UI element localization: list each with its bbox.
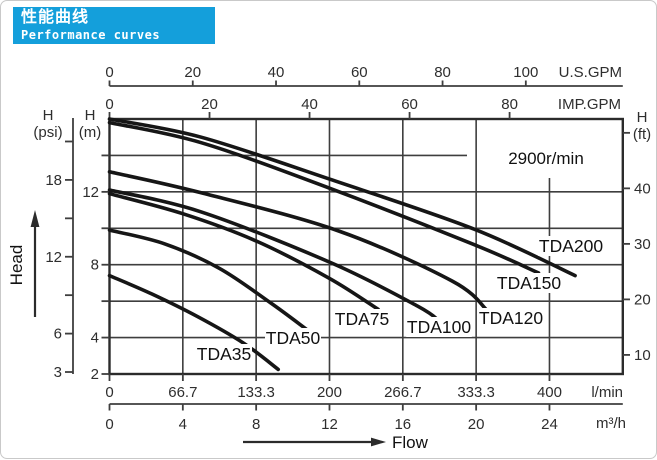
ft-tick-label: 10 xyxy=(634,347,651,364)
pump-curve-tda50 xyxy=(107,228,309,332)
psi-tick-label: 12 xyxy=(45,249,62,266)
m3h-tick-label: 0 xyxy=(105,416,113,433)
curve-label-tda100: TDA100 xyxy=(407,317,471,337)
m-tick-label: 2 xyxy=(91,366,99,383)
pump-curve-tda35 xyxy=(107,273,280,372)
head-axis-label: Head xyxy=(7,245,26,286)
lmin-tick-label: 133.3 xyxy=(237,384,275,401)
curve-label-bg xyxy=(334,309,390,329)
ft-axis-header: (ft) xyxy=(633,126,651,143)
psi-tick-label: 6 xyxy=(54,326,62,343)
curve-label-bg xyxy=(478,308,544,328)
rpm-annotation: 2900r/min xyxy=(508,149,584,168)
us-gpm-tick-label: 80 xyxy=(434,64,451,81)
curve-label-bg xyxy=(538,236,604,256)
imp-gpm-tick-label: 20 xyxy=(201,96,218,113)
m-axis-header: (m) xyxy=(79,124,102,141)
curve-label-tda35: TDA35 xyxy=(197,344,251,364)
us-gpm-tick-label: 20 xyxy=(184,64,201,81)
imp-gpm-unit-label: IMP.GPM xyxy=(558,96,621,113)
imp-gpm-tick-label: 0 xyxy=(105,96,113,113)
lmin-unit-label: l/min xyxy=(591,384,623,401)
m3h-tick-label: 16 xyxy=(394,416,411,433)
lmin-tick-label: 200 xyxy=(317,384,342,401)
lmin-tick-label: 266.7 xyxy=(384,384,422,401)
curve-label-tda150: TDA150 xyxy=(497,273,561,293)
lmin-tick-label: 333.3 xyxy=(457,384,495,401)
psi-tick-label: 18 xyxy=(45,172,62,189)
pump-curve-tda150 xyxy=(107,120,541,275)
curve-label-tda75: TDA75 xyxy=(335,309,389,329)
curve-label-bg xyxy=(265,328,321,348)
m3h-tick-label: 4 xyxy=(179,416,187,433)
m3h-tick-label: 20 xyxy=(468,416,485,433)
page-title: 性能曲线 xyxy=(21,9,90,26)
lmin-tick-label: 66.7 xyxy=(168,384,197,401)
pump-curve-tda75 xyxy=(107,191,380,312)
lmin-tick-label: 400 xyxy=(537,384,562,401)
ft-tick-label: 40 xyxy=(634,180,651,197)
lmin-tick-label: 0 xyxy=(105,384,113,401)
plot-border xyxy=(108,117,624,376)
m-tick-label: 12 xyxy=(82,184,99,201)
pump-curve-tda200 xyxy=(107,117,577,278)
m-axis-header: H xyxy=(85,107,96,124)
curve-label-tda200: TDA200 xyxy=(539,236,603,256)
pump-curve-tda120 xyxy=(107,170,489,313)
header-banner: 性能曲线 Performance curves xyxy=(13,7,215,44)
curve-label-tda50: TDA50 xyxy=(266,328,321,348)
imp-gpm-tick-label: 80 xyxy=(501,96,518,113)
m3h-tick-label: 12 xyxy=(321,416,338,433)
us-gpm-tick-label: 60 xyxy=(351,64,368,81)
imp-gpm-tick-label: 60 xyxy=(401,96,418,113)
curve-label-bg xyxy=(406,317,472,337)
us-gpm-tick-label: 0 xyxy=(105,64,113,81)
page-subtitle: Performance curves xyxy=(21,28,161,42)
m3h-unit-label: m³/h xyxy=(596,415,626,432)
curve-label-bg xyxy=(196,344,252,364)
us-gpm-tick-label: 40 xyxy=(268,64,285,81)
head-arrow-tip xyxy=(30,210,40,227)
pump-curve-tda100 xyxy=(107,188,442,323)
imp-gpm-tick-label: 40 xyxy=(301,96,318,113)
psi-axis-header: H xyxy=(43,107,54,124)
m-tick-label: 8 xyxy=(91,257,99,274)
curve-label-tda120: TDA120 xyxy=(479,308,543,328)
curve-label-bg xyxy=(496,273,562,293)
us-gpm-tick-label: 100 xyxy=(513,64,538,81)
flow-axis-label: Flow xyxy=(392,433,429,452)
flow-arrow-tip xyxy=(371,437,386,447)
ft-axis-header: H xyxy=(637,109,648,126)
us-gpm-unit-label: U.S.GPM xyxy=(559,64,622,81)
psi-axis-header: (psi) xyxy=(33,124,62,141)
psi-tick-label: 3 xyxy=(54,364,62,381)
m3h-tick-label: 8 xyxy=(252,416,260,433)
m-tick-label: 4 xyxy=(91,330,99,347)
m3h-tick-label: 24 xyxy=(541,416,558,433)
ft-tick-label: 30 xyxy=(634,236,651,253)
ft-tick-label: 20 xyxy=(634,291,651,308)
